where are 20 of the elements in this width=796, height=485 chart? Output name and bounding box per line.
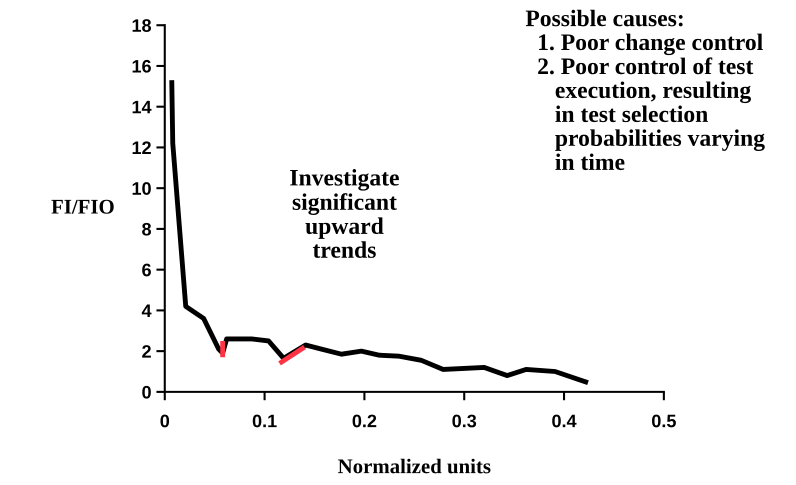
y-tick-label: 16 — [132, 60, 151, 73]
x-axis-title: Normalized units — [338, 458, 490, 474]
x-tick-label: 0.2 — [352, 414, 376, 428]
x-tick-label: 0.1 — [252, 414, 277, 428]
y-tick-label: 6 — [142, 264, 151, 276]
y-tick-label: 18 — [132, 19, 152, 32]
annotation: Possible causes: 1. Poor change control 2. Poor control of test execution, resulting in test selection probabilities varying in time — [526, 10, 765, 170]
x-tick-label: 0 — [160, 414, 170, 428]
y-tick-label: 12 — [132, 141, 151, 154]
x-tick-label: 0.5 — [652, 414, 676, 428]
y-tick-label: 2 — [142, 345, 151, 358]
annotation: Investigate significant upward trends — [290, 169, 399, 258]
x-tick-label: 0.3 — [452, 414, 476, 428]
y-tick-label: 4 — [142, 304, 152, 317]
y-tick-label: 8 — [142, 222, 152, 236]
y-tick-label: 14 — [132, 100, 152, 114]
x-tick-label: 0.4 — [552, 414, 576, 428]
y-tick-label: 10 — [132, 182, 151, 195]
y-tick-label: 0 — [142, 386, 151, 399]
y-axis-title: FI/FIO — [51, 200, 114, 214]
